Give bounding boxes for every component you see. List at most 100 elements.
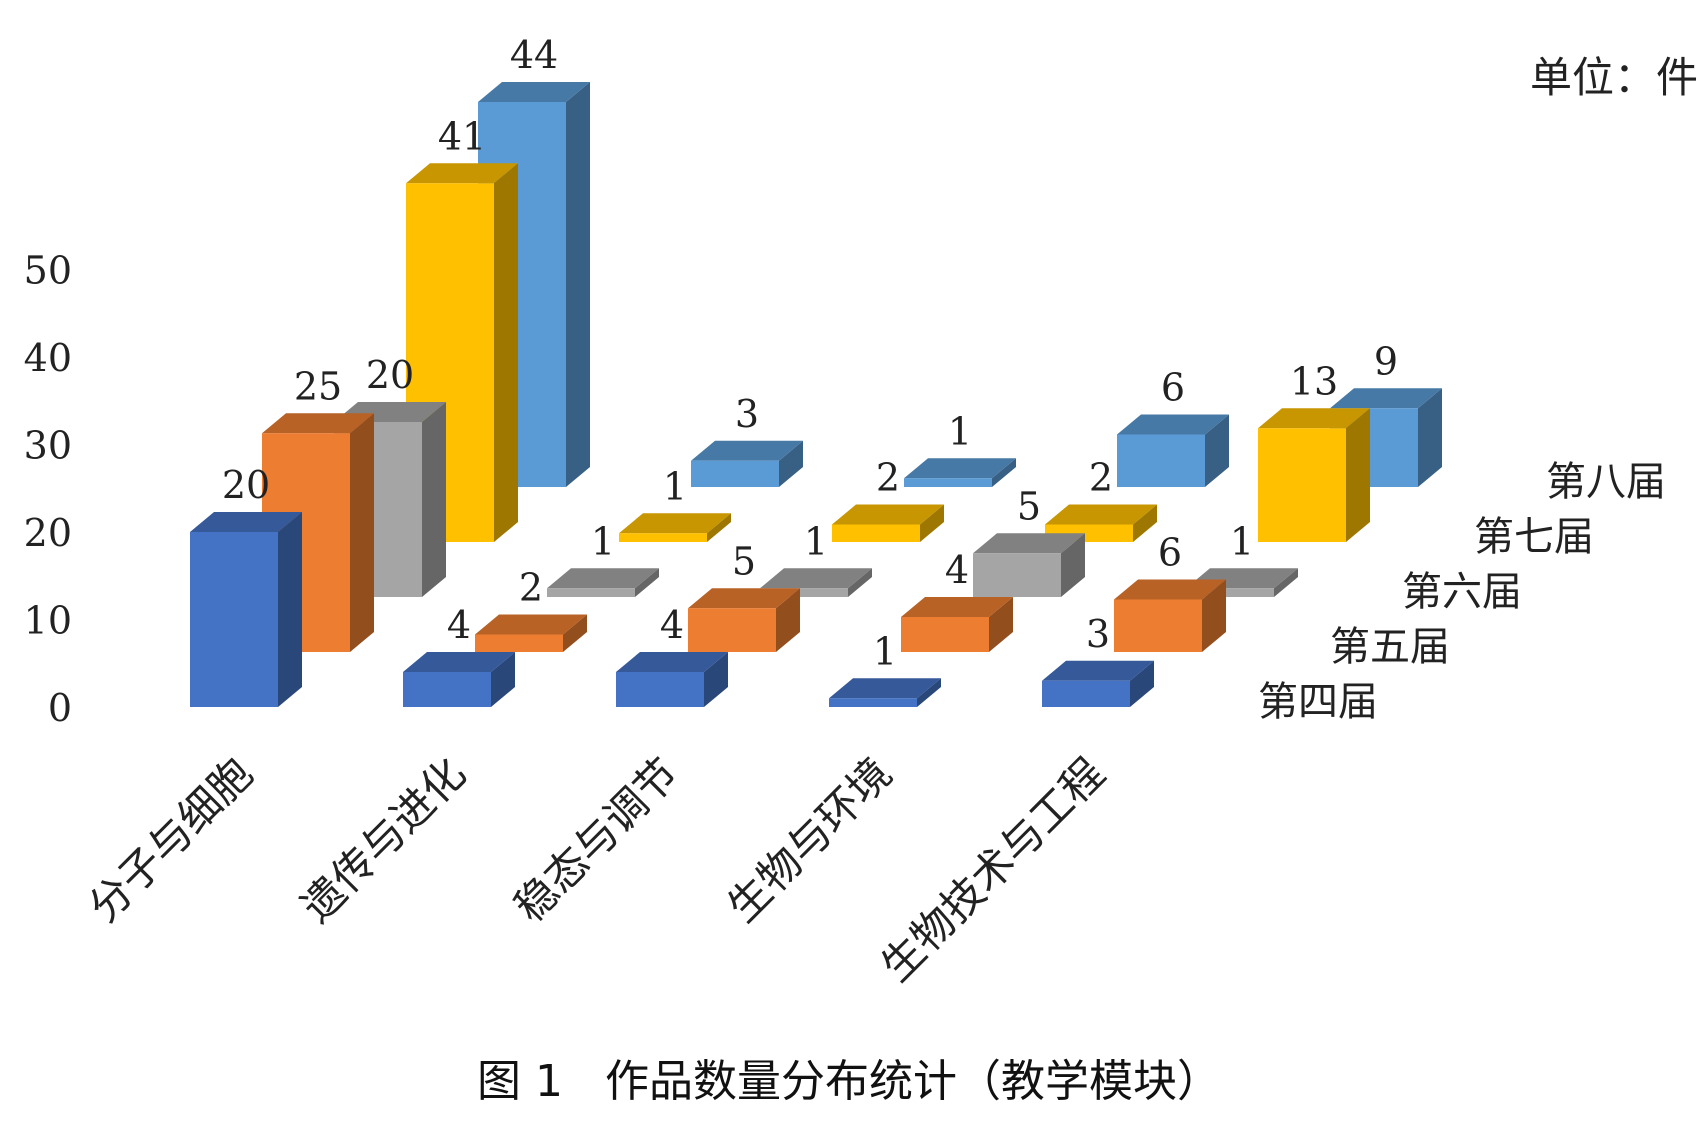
y-tick-label: 40	[24, 336, 72, 380]
bar	[190, 512, 302, 707]
bar	[691, 440, 803, 487]
y-axis-ticks: 0 10 20 30 40 50	[24, 249, 72, 731]
bar-top	[406, 163, 518, 184]
bar-top	[475, 614, 587, 635]
bar	[1042, 660, 1154, 707]
bar-front	[688, 608, 776, 652]
bars	[190, 82, 1442, 707]
data-label: 1	[1230, 519, 1254, 563]
bar-front	[760, 588, 848, 597]
bar	[1258, 408, 1370, 542]
data-label: 1	[804, 519, 828, 563]
data-label: 4	[447, 603, 471, 647]
bar-top	[832, 504, 944, 525]
bar-front	[475, 634, 563, 652]
data-label: 2	[519, 566, 543, 610]
bar-top	[1045, 504, 1157, 525]
bar-side	[704, 652, 728, 707]
data-label: 20	[222, 463, 270, 507]
bar-side	[278, 512, 302, 707]
bar-side	[350, 413, 374, 652]
bar-side	[566, 82, 590, 487]
bar-side	[1133, 504, 1157, 542]
bar-top	[616, 652, 728, 672]
data-label: 9	[1374, 339, 1398, 383]
figure-caption: 图 1 作品数量分布统计（教学模块）	[477, 1056, 1221, 1107]
bar-front	[832, 524, 920, 542]
bar-top	[262, 413, 374, 434]
bar-top	[1258, 408, 1370, 429]
bar-top	[760, 568, 872, 589]
bar-side	[1202, 579, 1226, 652]
bar-side	[563, 614, 587, 652]
bar-front	[403, 672, 491, 707]
data-label: 25	[294, 364, 342, 408]
bar-side	[1346, 408, 1370, 542]
category-label: 遗传与进化	[292, 748, 475, 931]
bar	[832, 504, 944, 542]
bar	[973, 533, 1085, 597]
bar-top	[1114, 579, 1226, 600]
data-label: 4	[945, 548, 969, 592]
category-label: 生物技术与工程	[872, 748, 1115, 991]
bar	[901, 597, 1013, 652]
bar	[403, 652, 515, 707]
bar	[406, 163, 518, 542]
bar-front	[616, 672, 704, 707]
bar	[616, 652, 728, 707]
bar-top	[403, 652, 515, 672]
data-label: 2	[1089, 456, 1113, 500]
series-label: 第八届	[1546, 459, 1666, 505]
data-label: 5	[1017, 484, 1041, 528]
bar-side	[635, 568, 659, 597]
bar-top	[190, 512, 302, 532]
y-tick-label: 20	[24, 511, 72, 555]
series-label: 第六届	[1402, 569, 1522, 615]
bar-side	[1205, 414, 1229, 487]
y-tick-label: 50	[24, 249, 72, 293]
unit-label: 单位：件	[1529, 53, 1698, 102]
series-label: 第四届	[1258, 679, 1378, 725]
data-label: 4	[660, 603, 684, 647]
bar-side	[1061, 533, 1085, 597]
bar-side	[920, 504, 944, 542]
data-label: 3	[1086, 612, 1110, 656]
bar	[475, 614, 587, 652]
category-label: 分子与细胞	[79, 748, 262, 931]
bar-top	[688, 588, 800, 609]
y-tick-label: 0	[48, 686, 72, 730]
bar-side	[848, 568, 872, 597]
data-label: 20	[366, 353, 414, 397]
bar-side	[989, 597, 1013, 652]
bar-top	[691, 440, 803, 461]
bar-front	[901, 617, 989, 652]
bar-front	[547, 588, 635, 597]
bar-front	[1042, 680, 1130, 707]
bar-side	[491, 652, 515, 707]
data-label: 6	[1161, 366, 1185, 410]
bar-side	[422, 402, 446, 597]
category-label: 生物与环境	[718, 748, 901, 931]
bar-front	[1258, 428, 1346, 542]
bar-side	[917, 678, 941, 707]
data-label: 1	[663, 464, 687, 508]
y-tick-label: 10	[24, 599, 72, 643]
bar-side	[992, 458, 1016, 487]
bar-front	[1117, 434, 1205, 487]
bar-top	[547, 568, 659, 589]
bar-side	[494, 163, 518, 542]
bar-front	[619, 533, 707, 542]
series-label: 第七届	[1474, 514, 1594, 560]
bar-side	[1418, 388, 1442, 487]
bar-side	[1130, 660, 1154, 707]
bar-top	[1117, 414, 1229, 435]
bar	[688, 588, 800, 652]
bar-side	[779, 440, 803, 487]
category-label: 稳态与调节	[505, 748, 688, 931]
data-label: 6	[1158, 531, 1182, 575]
bar-front	[1114, 599, 1202, 652]
bar-top	[1330, 388, 1442, 409]
